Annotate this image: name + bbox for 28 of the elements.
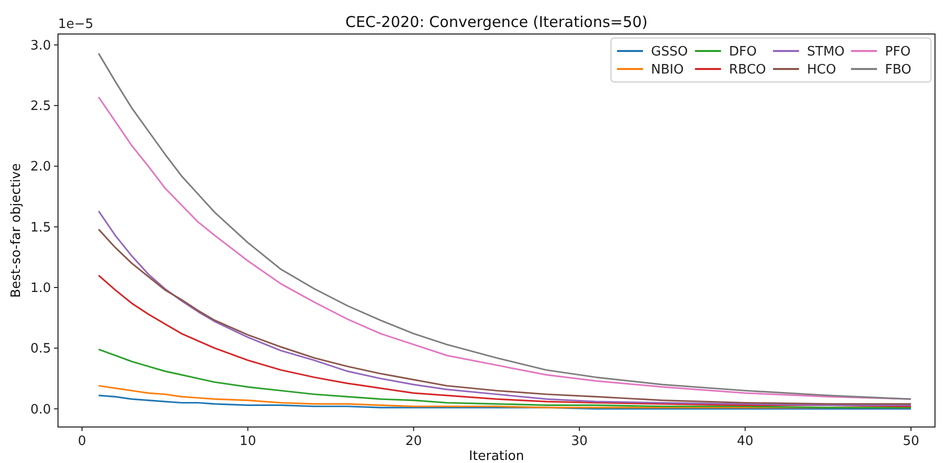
y-axis-title: Best-so-far objective [9, 163, 24, 298]
legend-label: STMO [807, 44, 845, 60]
y-tick-label: 0.0 [30, 402, 51, 418]
x-tick-label: 40 [736, 434, 754, 449]
legend-label: PFO [885, 44, 911, 60]
y-tick-label: 1.0 [30, 281, 51, 296]
x-tick-label: 30 [571, 434, 588, 449]
legend-label: GSSO [651, 44, 688, 60]
x-tick-label: 0 [78, 434, 86, 449]
legend-label: NBIO [651, 62, 684, 78]
y-tick-label: 2.5 [30, 99, 51, 114]
legend-label: FBO [885, 62, 912, 78]
x-tick-label: 50 [902, 434, 920, 449]
line-series [98, 348, 912, 408]
y-tick-label: 2.0 [30, 160, 51, 175]
legend-label: RBCO [729, 62, 766, 78]
text: 1e−5 [58, 17, 94, 32]
line-series [98, 394, 912, 410]
line-series [98, 274, 912, 408]
y-tick-label: 1.5 [30, 220, 51, 236]
x-axis-title: Iteration [468, 449, 524, 463]
legend-label: DFO [729, 44, 757, 60]
y-tick-label: 3.0 [30, 38, 51, 54]
chart-title: CEC-2020: Convergence (Iterations=50) [345, 13, 648, 31]
x-tick-label: 10 [240, 434, 256, 449]
y-tick-label: 0.5 [30, 342, 51, 357]
legend-label: HCO [807, 62, 836, 78]
x-tick-label: 20 [405, 434, 422, 449]
